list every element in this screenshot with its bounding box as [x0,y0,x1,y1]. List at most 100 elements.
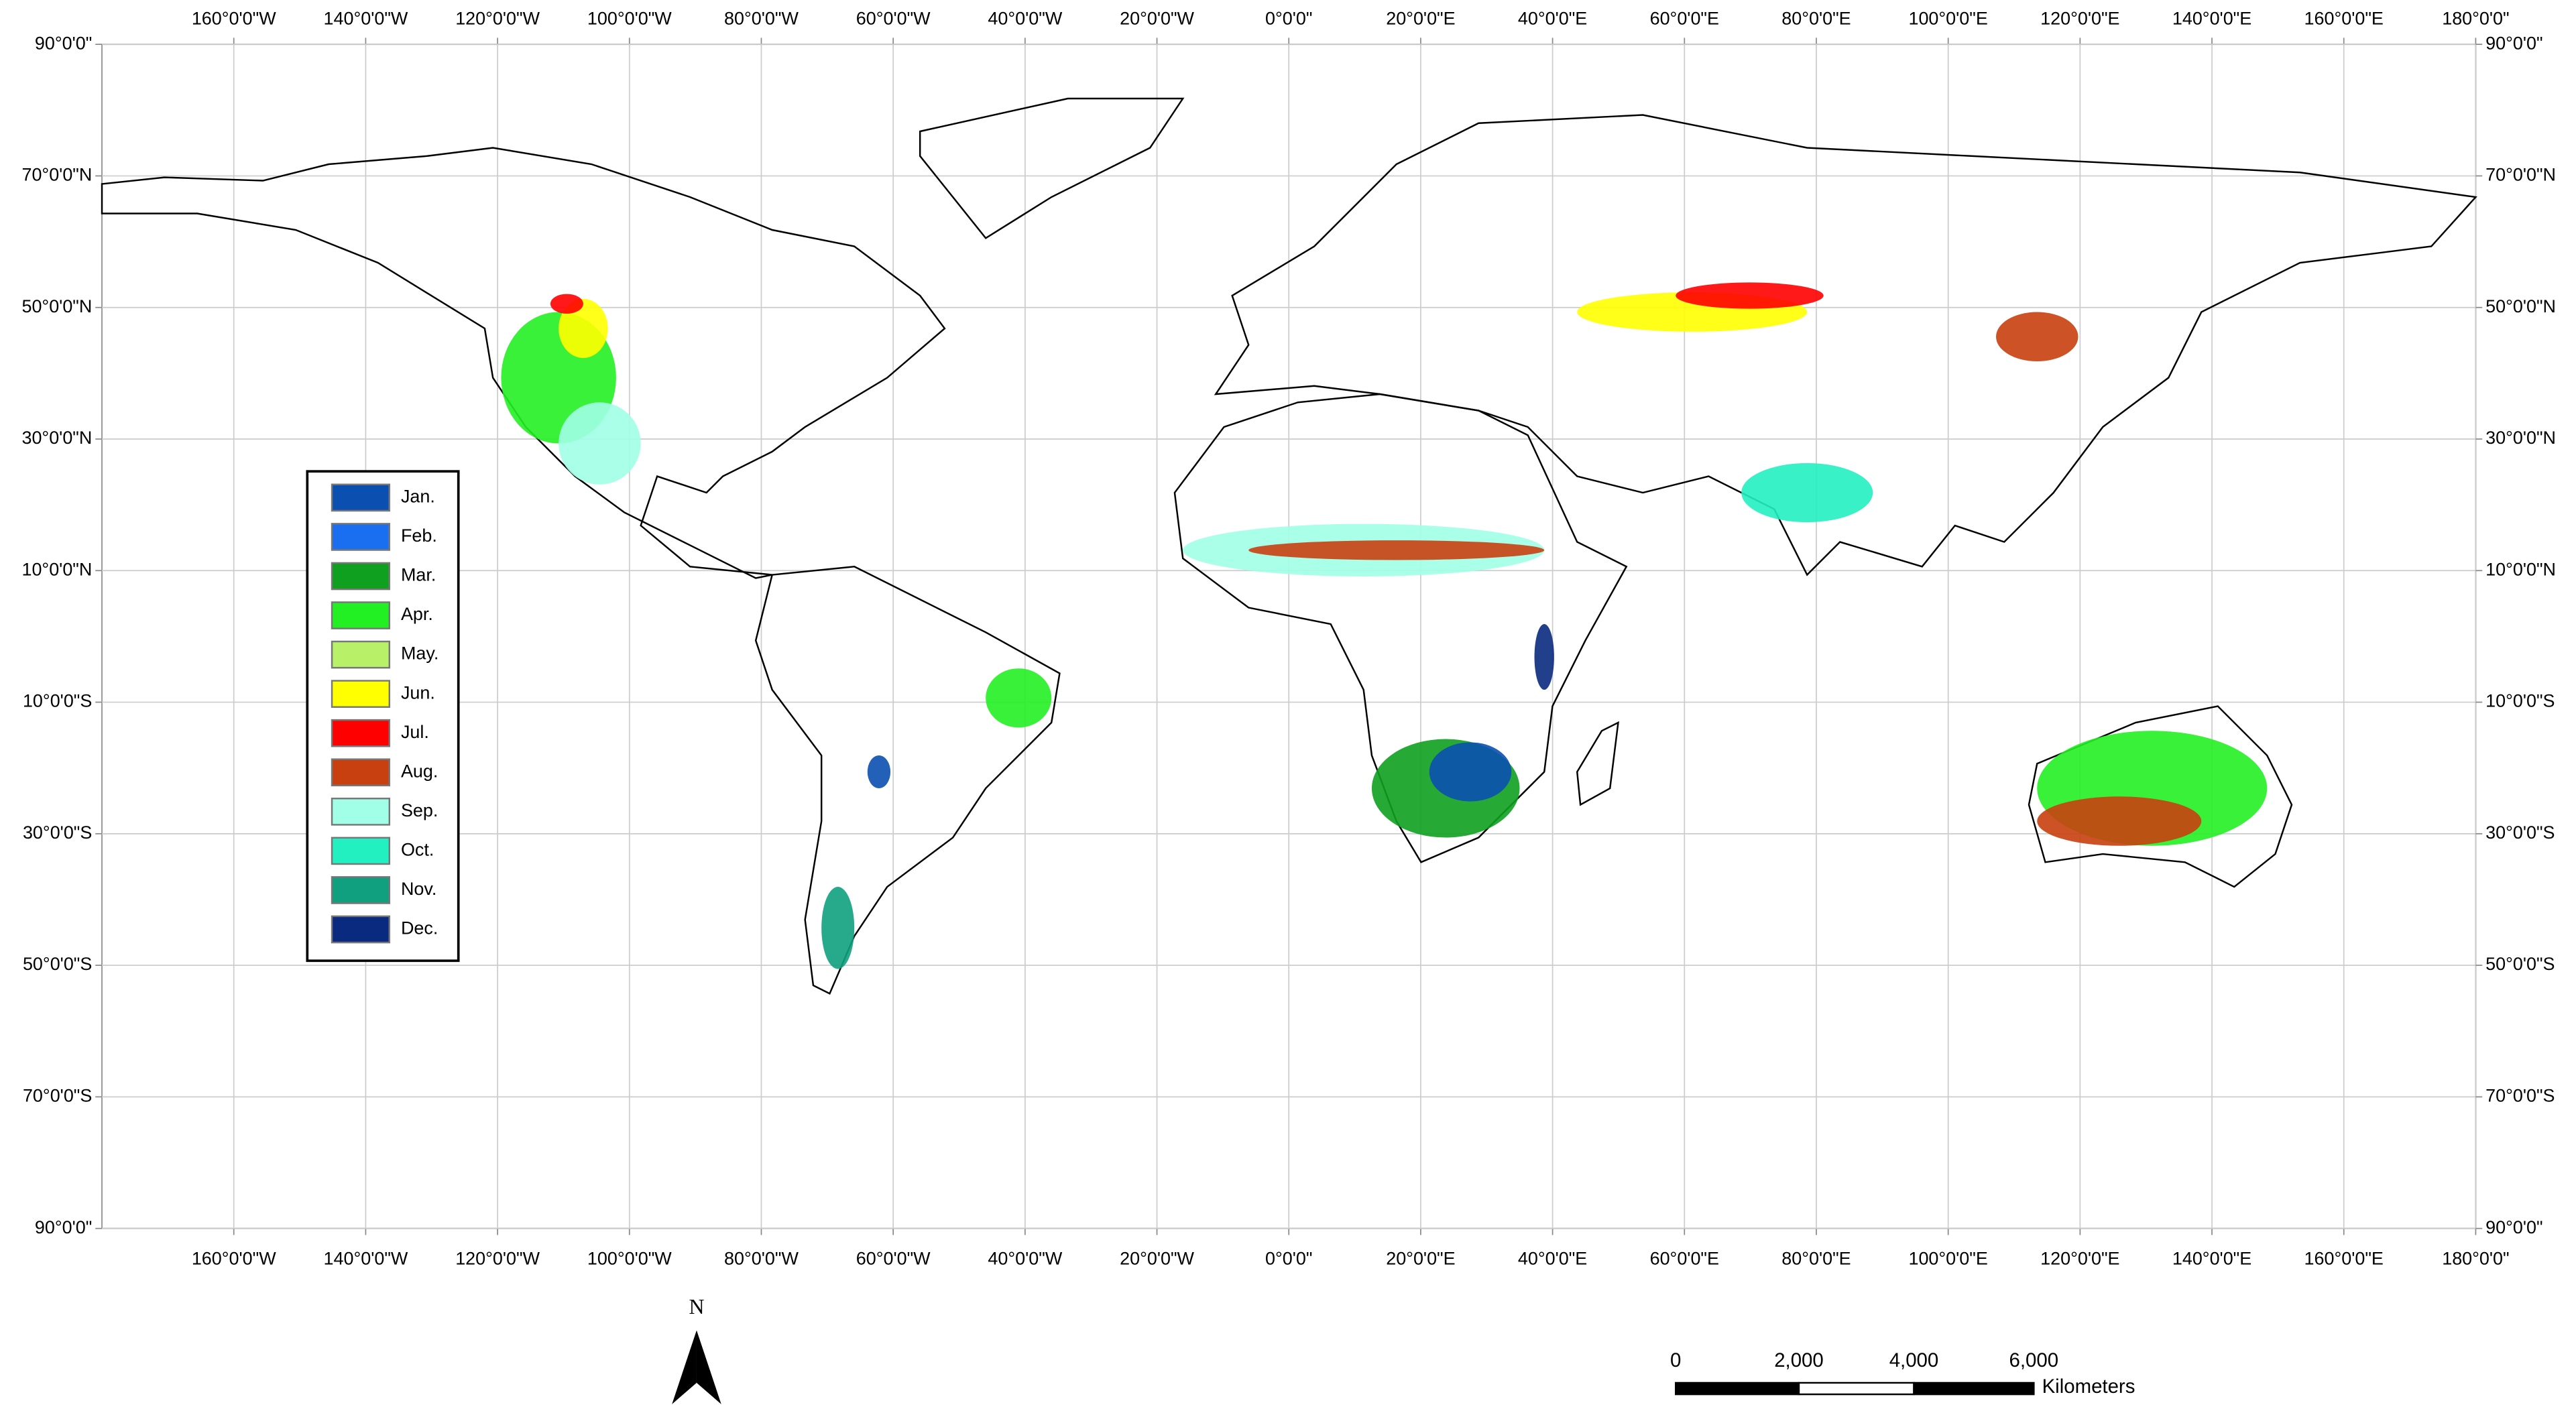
patch [550,294,583,314]
lon-label: 40°0'0"W [988,9,1062,29]
lon-label: 100°0'0"E [1908,9,1987,29]
scale-segment [1913,1381,2035,1396]
scale-label: 4,000 [1889,1349,1939,1371]
lon-label: 160°0'0"E [2304,9,2384,29]
legend-swatch [331,798,391,826]
patch [821,887,855,969]
patch [2037,796,2202,846]
legend-swatch [331,601,391,629]
lat-label: 90°0'0" [35,33,92,53]
eurasia [1214,114,2477,576]
legend-swatch [331,562,391,591]
lon-label: 40°0'0"E [1518,1248,1587,1268]
lon-label: 20°0'0"E [1386,1248,1455,1268]
legend: Jan. Feb. Mar. Apr. May. Jun. Jul. Aug. Sep. Oct.… [306,470,460,963]
lon-label: 80°0'0"W [724,1248,799,1268]
patch [1741,463,1873,523]
lon-label: 140°0'0"E [2172,9,2251,29]
lat-label: 10°0'0"S [2485,691,2555,711]
lon-label: 60°0'0"W [856,9,931,29]
patch [1248,540,1545,560]
lat-label: 10°0'0"N [2485,559,2556,579]
legend-label: Nov. [401,879,436,899]
lon-label: 120°0'0"W [455,1248,540,1268]
arrow-right [696,1330,721,1404]
legend-swatch [331,483,391,512]
lat-label: 90°0'0" [2485,1217,2542,1237]
lon-label: 0°0'0" [1265,1248,1312,1268]
lon-label: 80°0'0"W [724,9,799,29]
lat-label: 50°0'0"N [2485,296,2556,316]
lat-label: 70°0'0"N [21,165,92,185]
scale-label: 6,000 [2009,1349,2059,1371]
patch [1995,312,2079,362]
lat-label: 10°0'0"S [23,691,92,711]
lat-label: 30°0'0"N [21,428,92,448]
legend-swatch [331,837,391,865]
madagascar [1576,721,1619,806]
lat-label: 90°0'0" [2485,33,2542,53]
lon-label: 0°0'0" [1265,9,1312,29]
lon-label: 120°0'0"E [2040,1248,2119,1268]
lon-label: 20°0'0"W [1120,9,1194,29]
scale-bar: Kilometers 0 2,000 4,000 6,000 [1670,1349,2135,1398]
legend-label: Feb. [401,526,437,546]
lon-label: 20°0'0"W [1120,1248,1194,1268]
lon-label: 60°0'0"W [856,1248,931,1268]
lon-label: 120°0'0"E [2040,9,2119,29]
scale-segment [1798,1381,1915,1396]
lon-label: 100°0'0"E [1908,1248,1987,1268]
patch [1429,742,1512,802]
scale-segment [1674,1381,1800,1396]
lon-label: 40°0'0"E [1518,9,1587,29]
legend-swatch [331,680,391,708]
lat-label: 30°0'0"S [23,822,92,843]
lon-label: 140°0'0"E [2172,1248,2251,1268]
lat-label: 50°0'0"S [2485,954,2555,974]
lon-label: 100°0'0"W [587,1248,672,1268]
lat-label: 90°0'0" [35,1217,92,1237]
lon-label: 20°0'0"E [1386,9,1455,29]
lon-label: 80°0'0"E [1781,1248,1851,1268]
patch [867,755,891,789]
legend-swatch [331,523,391,551]
legend-swatch [331,758,391,787]
legend-label: Jun. [401,682,435,702]
legend-swatch [331,915,391,944]
legend-swatch [331,719,391,747]
legend-label: May. [401,643,438,664]
legend-label: Dec. [401,918,438,938]
lat-label: 10°0'0"N [21,559,92,579]
lat-label: 50°0'0"N [21,296,92,316]
south-america [754,566,1061,995]
north-america [101,147,946,579]
patch [559,402,641,485]
legend-swatch [331,876,391,904]
scale-label: 0 [1670,1349,1681,1371]
australia [2028,705,2293,888]
legend-label: Sep. [401,800,438,820]
scale-unit: Kilometers [2042,1375,2135,1398]
lon-label: 120°0'0"W [455,9,540,29]
lon-label: 60°0'0"E [1650,1248,1719,1268]
legend-label: Aug. [401,761,438,781]
lat-label: 70°0'0"S [23,1086,92,1106]
lon-label: 140°0'0"W [324,1248,408,1268]
lon-label: 80°0'0"E [1781,9,1851,29]
graticule: 160°0'0"W 160°0'0"W 140°0'0"W 140°0'0"W 120°… [21,9,2556,1269]
patch [559,298,608,359]
legend-swatch [331,640,391,669]
patch [1676,282,1824,309]
legend-label: Jan. [401,487,435,507]
lon-label: 160°0'0"W [192,1248,276,1268]
lon-label: 160°0'0"W [192,9,276,29]
lon-label: 180°0'0" [2442,9,2509,29]
lon-label: 180°0'0" [2442,1248,2509,1268]
legend-label: Oct. [401,840,434,860]
patch [986,668,1052,728]
legend-label: Apr. [401,604,433,624]
legend-label: Jul. [401,722,429,742]
greenland [919,97,1185,239]
arrow-left [672,1330,697,1404]
